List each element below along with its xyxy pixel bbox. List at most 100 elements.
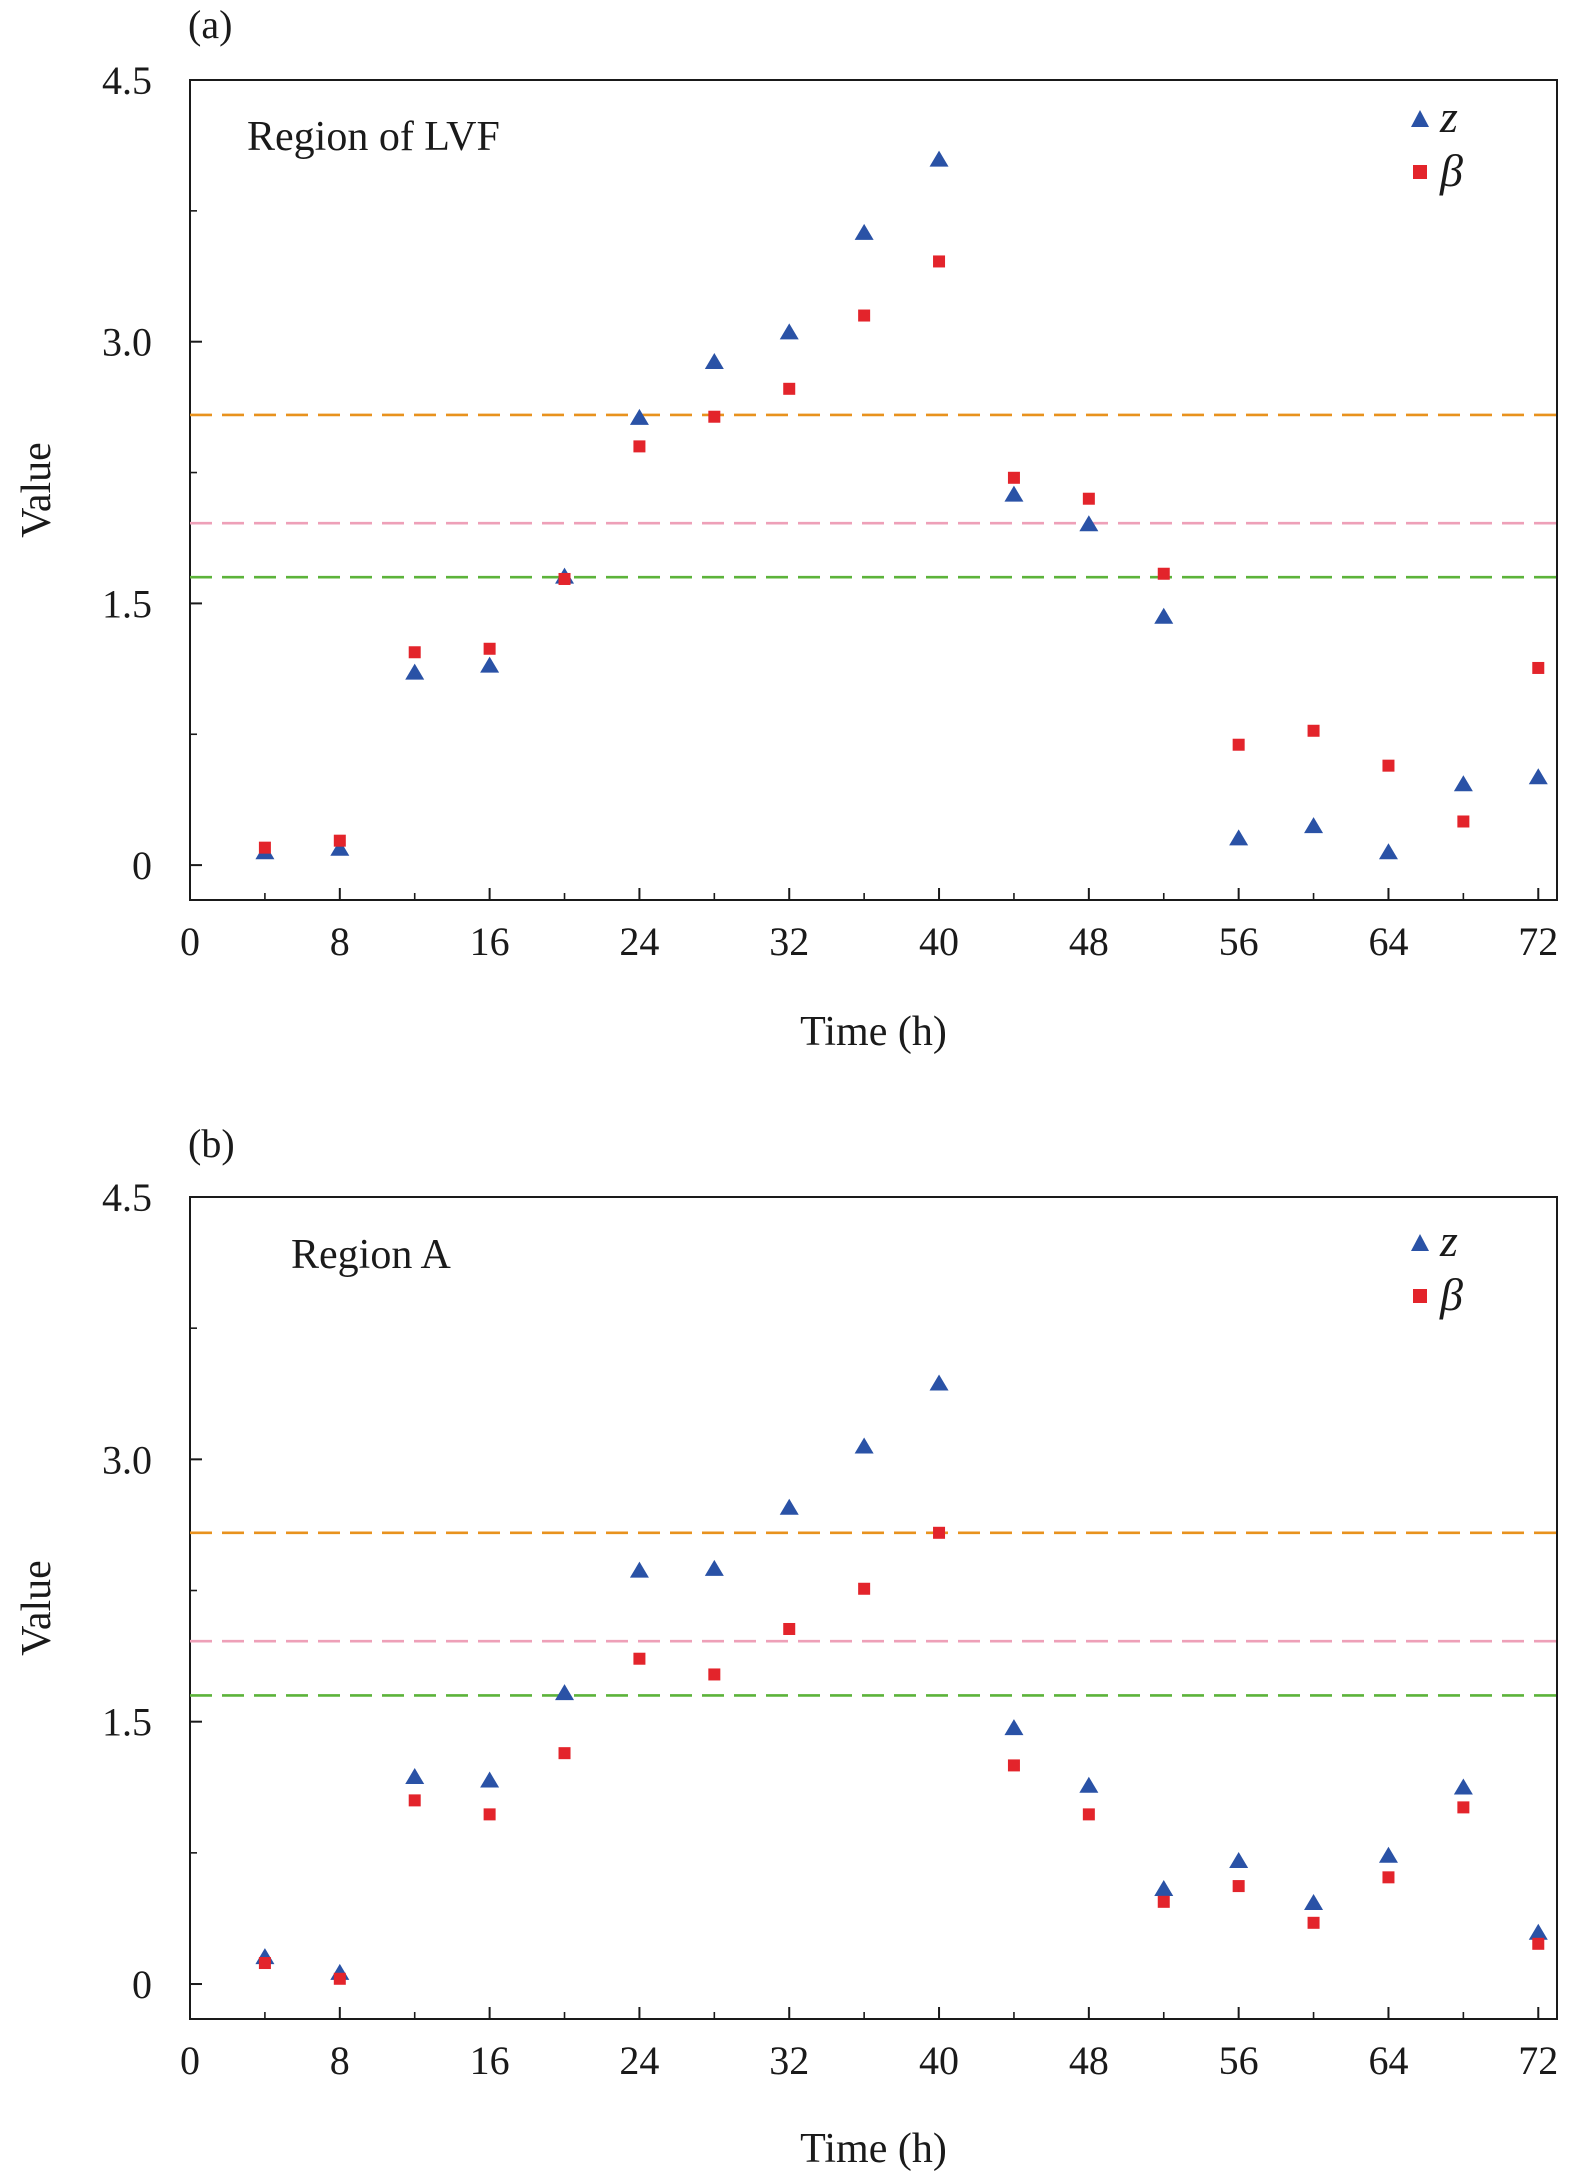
z-point bbox=[929, 1374, 949, 1391]
beta-point bbox=[483, 1808, 496, 1821]
z-point bbox=[1304, 817, 1324, 834]
beta-point bbox=[1082, 1808, 1095, 1821]
z-point bbox=[330, 839, 350, 856]
beta-point bbox=[258, 841, 271, 854]
beta-point bbox=[1232, 1880, 1245, 1893]
z-point bbox=[854, 223, 874, 240]
z-point bbox=[1229, 829, 1249, 846]
x-tick-label: 0 bbox=[180, 919, 200, 964]
z-point bbox=[1528, 768, 1548, 785]
z-point bbox=[1229, 1851, 1249, 1868]
beta-point bbox=[783, 382, 796, 395]
y-tick-label: 1.5 bbox=[102, 1700, 152, 1745]
beta-point bbox=[558, 1747, 571, 1760]
z-point bbox=[1453, 1778, 1473, 1795]
z-point bbox=[1154, 607, 1174, 624]
y-tick-label: 3.0 bbox=[102, 320, 152, 365]
beta-point bbox=[933, 1526, 946, 1539]
legend-z-label: z bbox=[1439, 1215, 1458, 1266]
beta-point bbox=[333, 834, 346, 847]
chart-panel-b: 0 8 16 24 32 40 48 56 64 72 0 1.5 3.0 4.5 Time (h) Valu… bbox=[14, 1121, 1558, 2172]
y-tick-label: 3.0 bbox=[102, 1437, 152, 1482]
beta-point bbox=[408, 646, 421, 659]
z-point bbox=[480, 1771, 500, 1788]
beta-point bbox=[1082, 492, 1095, 505]
x-tick-label: 0 bbox=[180, 2038, 200, 2083]
region-annotation: Region A bbox=[291, 1232, 452, 1278]
z-point bbox=[779, 323, 799, 340]
x-tick-label: 24 bbox=[619, 2038, 659, 2083]
legend-beta-marker bbox=[1413, 165, 1427, 179]
z-point bbox=[854, 1437, 874, 1454]
x-tick-label: 64 bbox=[1368, 919, 1408, 964]
beta-point bbox=[1382, 759, 1395, 772]
beta-point bbox=[558, 572, 571, 585]
y-axis-title: Value bbox=[14, 442, 60, 538]
beta-point bbox=[858, 309, 871, 322]
z-point bbox=[929, 150, 949, 167]
x-axis-title: Time (h) bbox=[800, 1009, 947, 1055]
x-tick-label: 56 bbox=[1219, 919, 1259, 964]
beta-point bbox=[1382, 1871, 1395, 1884]
x-axis-title: Time (h) bbox=[800, 2126, 947, 2172]
z-point bbox=[1378, 843, 1398, 860]
chart-panel-a: 0 8 16 24 32 40 48 56 64 72 0 1.5 3.0 4.5 Time (h) Valu… bbox=[14, 2, 1558, 1055]
y-tick-label: 4.5 bbox=[102, 58, 152, 103]
z-point bbox=[555, 1684, 575, 1701]
beta-point bbox=[633, 1652, 646, 1665]
legend-z-label: z bbox=[1439, 91, 1458, 142]
z-point bbox=[1079, 515, 1099, 532]
legend: zβ bbox=[1411, 91, 1463, 196]
beta-point bbox=[933, 255, 946, 268]
beta-point bbox=[1157, 1895, 1170, 1908]
x-tick-label: 56 bbox=[1219, 2038, 1259, 2083]
beta-point bbox=[1532, 1937, 1545, 1950]
region-annotation: Region of LVF bbox=[247, 114, 500, 160]
beta-point bbox=[258, 1957, 271, 1970]
panel-tag: (a) bbox=[188, 2, 232, 47]
z-point bbox=[1079, 1776, 1099, 1793]
z-point bbox=[1154, 1879, 1174, 1896]
y-axis-title: Value bbox=[14, 1560, 60, 1656]
z-point bbox=[1528, 1923, 1548, 1940]
x-tick-label: 72 bbox=[1518, 2038, 1558, 2083]
y-tick-label: 0 bbox=[132, 1962, 152, 2007]
beta-point bbox=[1157, 567, 1170, 580]
plot-frame bbox=[189, 79, 1558, 901]
panel-tag: (b) bbox=[188, 1121, 235, 1166]
z-point bbox=[1304, 1893, 1324, 1910]
y-tick-label: 0 bbox=[132, 843, 152, 888]
x-tick-label: 40 bbox=[919, 919, 959, 964]
beta-point bbox=[783, 1622, 796, 1635]
beta-point bbox=[1307, 1916, 1320, 1929]
z-point bbox=[405, 663, 425, 680]
x-tick-label: 40 bbox=[919, 2038, 959, 2083]
x-tick-label: 48 bbox=[1069, 2038, 1109, 2083]
beta-point bbox=[1307, 724, 1320, 737]
x-tick-label: 64 bbox=[1368, 2038, 1408, 2083]
x-tick-label: 8 bbox=[330, 919, 350, 964]
legend-beta-marker bbox=[1413, 1289, 1427, 1303]
z-point bbox=[1378, 1846, 1398, 1863]
legend-beta-label: β bbox=[1439, 1269, 1463, 1320]
z-point bbox=[1004, 485, 1024, 502]
z-point bbox=[629, 1561, 649, 1578]
z-point bbox=[704, 353, 724, 370]
x-tick-label: 72 bbox=[1518, 919, 1558, 964]
x-tick-label: 32 bbox=[769, 919, 809, 964]
beta-point bbox=[1007, 1759, 1020, 1772]
beta-point bbox=[1532, 661, 1545, 674]
beta-point bbox=[1232, 738, 1245, 751]
x-tick-label: 32 bbox=[769, 2038, 809, 2083]
legend: zβ bbox=[1411, 1215, 1463, 1320]
beta-point bbox=[708, 1668, 721, 1681]
beta-point bbox=[408, 1794, 421, 1807]
x-tick-label: 8 bbox=[330, 2038, 350, 2083]
x-tick-label: 48 bbox=[1069, 919, 1109, 964]
y-tick-label: 1.5 bbox=[102, 581, 152, 626]
x-tick-label: 24 bbox=[619, 919, 659, 964]
legend-z-marker bbox=[1411, 110, 1429, 127]
z-point bbox=[629, 408, 649, 425]
